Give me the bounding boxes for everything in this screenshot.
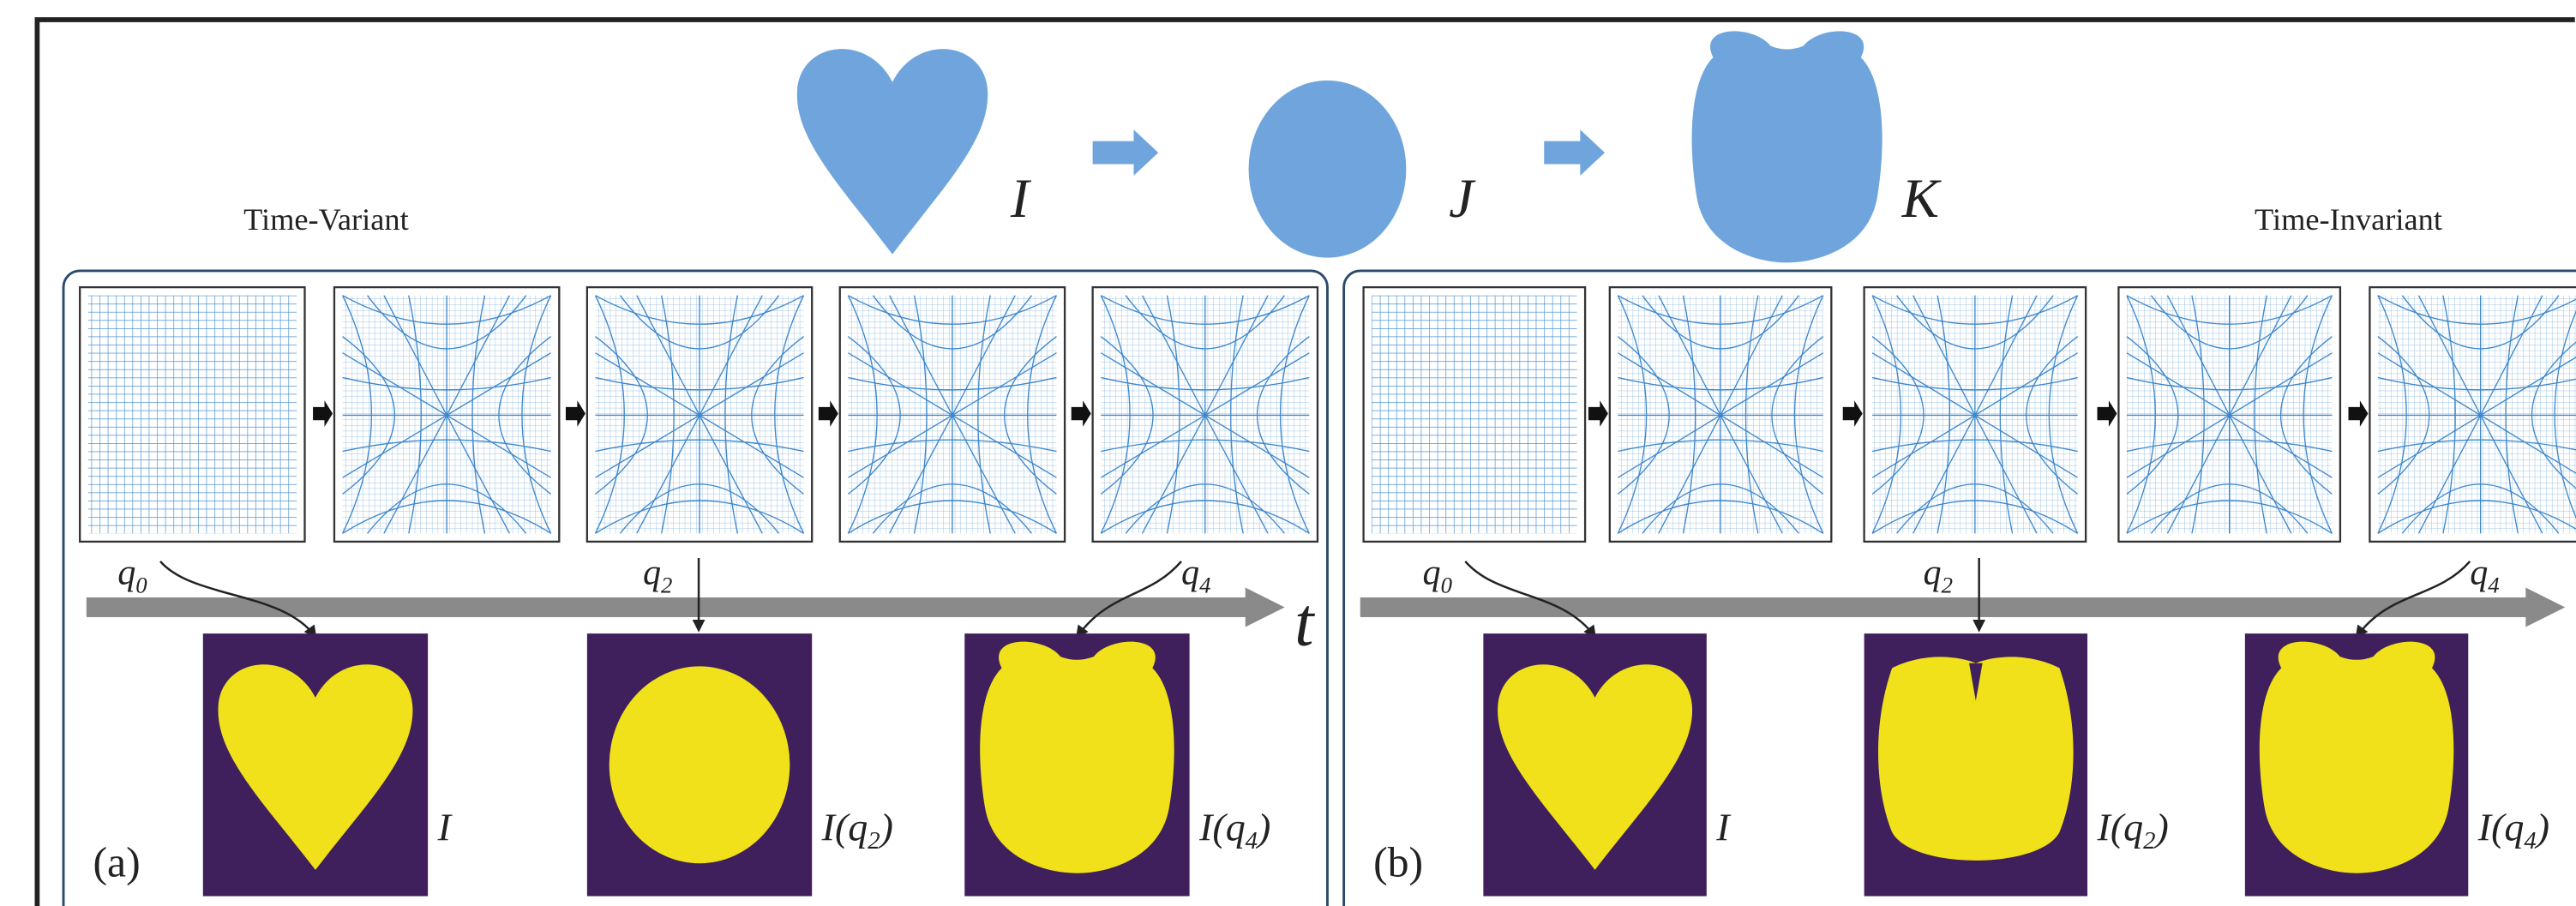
- q-base: q: [1181, 553, 1199, 593]
- image-label-sub: 2: [2143, 827, 2155, 855]
- image-shape: [2260, 642, 2454, 873]
- image-label-main: I(q: [2097, 805, 2144, 849]
- q-sub: 2: [1942, 572, 1953, 597]
- image-shape: [980, 642, 1174, 873]
- image-label-main: I(q: [1198, 805, 1246, 849]
- grid-mesh: [88, 296, 297, 534]
- shape-label: I: [1010, 168, 1032, 230]
- panel-tag: (b): [1373, 839, 1423, 886]
- timeline: [87, 597, 1249, 617]
- shape-label: J: [1449, 168, 1476, 230]
- panel-tag: (a): [93, 839, 140, 886]
- q-base: q: [2470, 553, 2488, 593]
- image-label-sub: 4: [1246, 827, 1258, 855]
- q-sub: 0: [135, 572, 147, 597]
- image-label-sub: 2: [868, 827, 880, 855]
- image-label-end: ): [2153, 805, 2168, 849]
- image-label-main: I(q: [2477, 805, 2525, 849]
- axis-label: t: [1294, 585, 1315, 661]
- grid-mesh: [2378, 296, 2576, 534]
- image-label-end: ): [878, 805, 893, 849]
- image-label-end: ): [1255, 805, 1270, 849]
- grid-mesh: [1372, 296, 1576, 534]
- image-label: I(q4): [2477, 805, 2549, 855]
- timeline: [1360, 597, 2529, 617]
- q-base: q: [643, 553, 661, 593]
- image-shape: [609, 666, 790, 863]
- image-label-end: ): [2534, 805, 2549, 849]
- q-sub: 0: [1441, 572, 1453, 597]
- left-label: Time-Variant: [243, 202, 409, 237]
- image-label: I(q2): [821, 805, 893, 855]
- q-base: q: [117, 553, 135, 593]
- q-sub: 2: [661, 572, 672, 597]
- image-label-sub: 4: [2524, 827, 2536, 855]
- image-label-main: I: [437, 805, 453, 849]
- q-base: q: [1924, 553, 1942, 593]
- image-label: I(q2): [2097, 805, 2169, 855]
- image-label: I: [437, 805, 453, 849]
- image-label: I(q4): [1198, 805, 1270, 855]
- circle-shape: [1249, 81, 1407, 258]
- image-label: I: [1715, 805, 1732, 849]
- image-label-main: I(q: [821, 805, 868, 849]
- q-base: q: [1423, 553, 1441, 593]
- image-label-main: I: [1715, 805, 1732, 849]
- q-sub: 4: [2488, 572, 2499, 597]
- figure: I J K Time-Variant Time-Invariant tq0q2q…: [0, 0, 2576, 906]
- k-shape: [1692, 31, 1882, 262]
- shape-label: K: [1901, 168, 1943, 230]
- right-label: Time-Invariant: [2255, 202, 2442, 237]
- page: {"header": {"left_label": "Time-Variant"…: [0, 0, 2576, 906]
- q-sub: 4: [1199, 572, 1210, 597]
